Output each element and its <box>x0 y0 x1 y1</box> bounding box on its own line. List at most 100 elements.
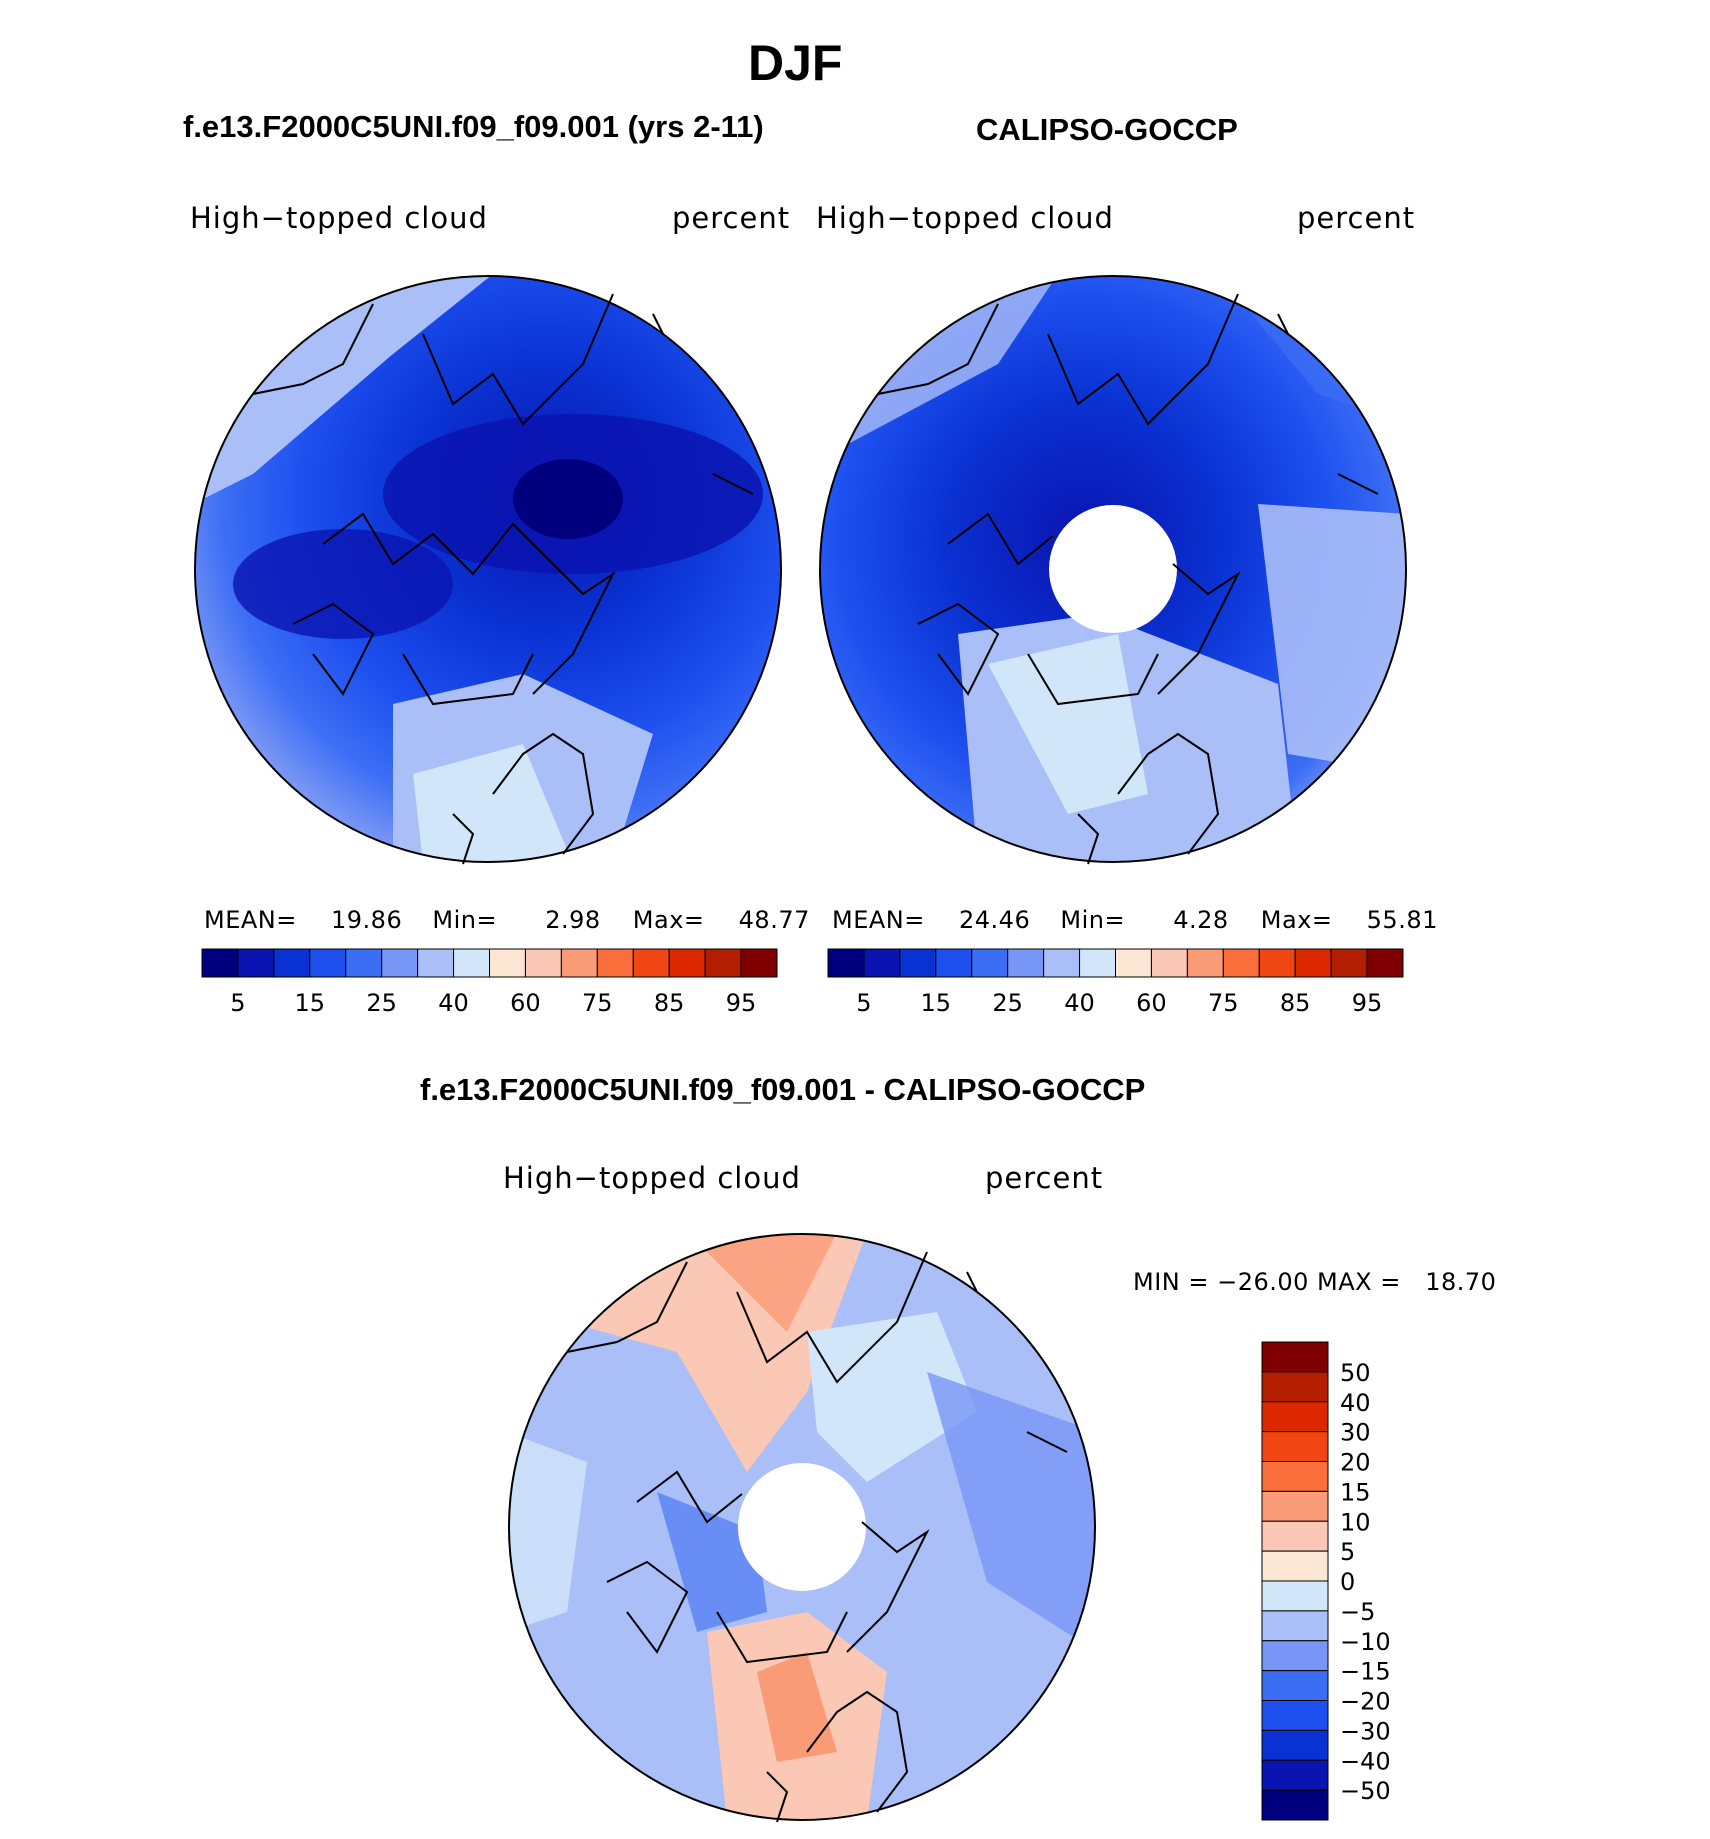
colorbar-panel2-swatch <box>1294 948 1332 978</box>
map-border <box>819 275 1407 863</box>
colorbar-diff-tick-label: 50 <box>1340 1359 1371 1387</box>
panel1-mean-value: 19.86 <box>331 906 403 934</box>
colorbar-diff-tick-label: 40 <box>1340 1389 1371 1417</box>
panel1-units-label: percent <box>672 201 791 235</box>
panel1-max-label: Max= <box>632 906 705 934</box>
colorbar-panel2-tick-label: 85 <box>1280 989 1311 1017</box>
colorbar-panel1-tick-label: 60 <box>510 989 541 1017</box>
colorbar-panel1-tick-label: 95 <box>726 989 757 1017</box>
colorbar-panel1-swatch <box>489 948 526 978</box>
colorbar-panel1: 5 15 25 40 60 75 85 95 <box>201 948 778 1017</box>
colorbar-panel1-tick-label: 40 <box>438 989 469 1017</box>
colorbar-panel1-swatch <box>668 948 706 978</box>
colorbar-diff-tick-label: −50 <box>1340 1777 1391 1805</box>
colorbar-panel2-swatch <box>971 948 1009 978</box>
panel2-min-label: Min= <box>1060 906 1126 934</box>
colorbar-diff-tick-label: 30 <box>1340 1419 1371 1447</box>
colorbar-panel2-tick-label: 25 <box>992 989 1023 1017</box>
colorbar-panel1-swatch <box>237 948 275 978</box>
colorbar-diff-swatch <box>1261 1371 1329 1403</box>
colorbar-diff-swatch <box>1261 1401 1329 1433</box>
colorbar-diff-tick-label: −40 <box>1340 1747 1391 1775</box>
colorbar-diff-swatch <box>1261 1789 1329 1821</box>
colorbar-panel1-swatch <box>273 948 311 978</box>
diff-minmax-text: MIN = −26.00 MAX = 18.70 <box>1133 1268 1497 1296</box>
colorbar-panel2-swatch <box>1330 948 1368 978</box>
colorbar-panel1-tick-label: 25 <box>366 989 397 1017</box>
colorbar-panel2-swatch <box>1007 948 1045 978</box>
colorbar-diff-swatch <box>1261 1550 1329 1582</box>
panel1-mean-label: MEAN= <box>204 906 297 934</box>
colorbar-panel2-swatch <box>1079 948 1116 978</box>
colorbar-diff-swatch <box>1261 1431 1329 1462</box>
colorbar-panel1-swatch <box>345 948 383 978</box>
colorbar-panel1-swatch <box>417 948 455 978</box>
map-region-positive-strong <box>687 1234 837 1332</box>
panel2-mean-label: MEAN= <box>832 906 925 934</box>
colorbar-panel2-swatch <box>1043 948 1081 978</box>
colorbar-panel2-tick-label: 60 <box>1136 989 1167 1017</box>
colorbar-diff-swatch <box>1261 1520 1329 1552</box>
panel1-case-title: f.e13.F2000C5UNI.f09_f09.001 (yrs 2-11) <box>183 109 764 144</box>
colorbar-diff-tick-label: −30 <box>1340 1717 1391 1745</box>
map-border <box>194 275 782 863</box>
colorbar-panel1-swatch <box>524 948 562 978</box>
colorbar-diff-tick-label: 15 <box>1340 1478 1371 1506</box>
colorbar-diff-tick-label: −5 <box>1340 1598 1375 1626</box>
diff-case-title: f.e13.F2000C5UNI.f09_f09.001 - CALIPSO-G… <box>420 1072 1146 1107</box>
colorbar-panel2-swatch <box>1366 948 1404 978</box>
panel2-max-label: Max= <box>1260 906 1333 934</box>
panel2-variable-label: High−topped cloud <box>816 201 1114 235</box>
panel1-stats: MEAN= 19.86 Min= 2.98 Max= 48.77 <box>204 906 810 934</box>
panel1-min-label: Min= <box>432 906 498 934</box>
colorbar-diff-swatch <box>1261 1580 1329 1612</box>
map-panel1 <box>194 275 782 865</box>
polar-data-hole <box>1049 505 1177 633</box>
colorbar-panel2-tick-label: 5 <box>856 989 871 1017</box>
colorbar-panel1-tick-label: 5 <box>230 989 245 1017</box>
coastlines <box>252 293 754 865</box>
page-title: DJF <box>748 35 843 91</box>
panel2-case-title: CALIPSO-GOCCP <box>976 112 1238 147</box>
panel2-stats: MEAN= 24.46 Min= 4.28 Max= 55.81 <box>832 906 1438 934</box>
panel2-units-label: percent <box>1297 201 1416 235</box>
colorbar-panel2-tick-label: 15 <box>921 989 952 1017</box>
colorbar-panel1-swatch <box>632 948 670 978</box>
colorbar-panel2-swatch <box>863 948 901 978</box>
colorbar-panel2-tick-label: 75 <box>1208 989 1239 1017</box>
colorbar-panel1-tick-label: 15 <box>295 989 326 1017</box>
coastlines <box>566 1251 1068 1823</box>
colorbar-panel2-tick-label: 40 <box>1064 989 1095 1017</box>
colorbar-panel1-tick-label: 85 <box>654 989 685 1017</box>
colorbar-panel1-swatch <box>596 948 634 978</box>
map-region-light <box>1258 504 1406 774</box>
colorbar-diff-tick-label: −20 <box>1340 1688 1391 1716</box>
colorbar-diff-swatch <box>1261 1461 1329 1492</box>
colorbar-diff-swatch <box>1261 1640 1329 1672</box>
colorbar-panel2-swatch <box>827 948 865 978</box>
colorbar-diff-tick-label: 10 <box>1340 1508 1371 1536</box>
panel2-max-value: 55.81 <box>1366 906 1438 934</box>
colorbar-diff-swatch <box>1261 1759 1329 1791</box>
colorbar-panel1-swatch <box>201 948 239 978</box>
diff-units-label: percent <box>985 1161 1104 1195</box>
colorbar-panel2-swatch <box>935 948 973 978</box>
panel1-max-value: 48.77 <box>738 906 810 934</box>
colorbar-diff-swatch <box>1261 1700 1329 1731</box>
colorbar-panel2-swatch <box>1258 948 1296 978</box>
map-region-lightest <box>413 744 573 862</box>
colorbar-diff-swatch <box>1261 1670 1329 1701</box>
colorbar-panel2-tick-label: 95 <box>1352 989 1383 1017</box>
map-region-darkest <box>513 459 623 539</box>
map-region-neutral <box>807 1312 977 1482</box>
colorbar-panel1-swatch <box>381 948 419 978</box>
colorbar-panel2-swatch <box>899 948 937 978</box>
colorbar-diff-swatch <box>1261 1341 1329 1373</box>
colorbar-panel2-swatch <box>1222 948 1260 978</box>
map-region-negative <box>927 1372 1095 1652</box>
colorbar-diff-tick-label: 0 <box>1340 1568 1355 1596</box>
colorbar-diff-swatch <box>1261 1729 1329 1761</box>
colorbar-panel1-swatch <box>704 948 742 978</box>
colorbar-diff-tick-label: 20 <box>1340 1449 1371 1477</box>
